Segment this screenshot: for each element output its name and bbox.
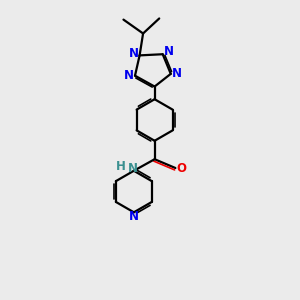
Text: N: N	[129, 210, 139, 223]
Text: O: O	[177, 161, 187, 175]
Text: H: H	[116, 160, 126, 173]
Text: N: N	[124, 69, 134, 82]
Text: N: N	[172, 67, 182, 80]
Text: N: N	[164, 45, 173, 58]
Text: N: N	[129, 46, 139, 60]
Text: N: N	[128, 161, 138, 175]
